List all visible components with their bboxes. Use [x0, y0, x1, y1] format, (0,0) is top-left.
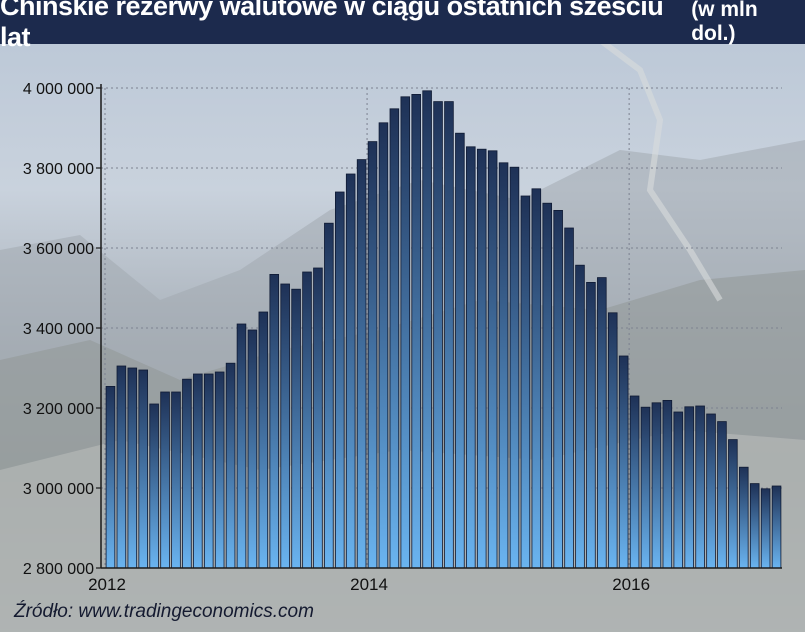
source-note: Źródło: www.tradingeconomics.com — [14, 601, 314, 622]
bar-12 — [236, 323, 247, 569]
bar-29 — [422, 90, 432, 569]
bar-38 — [520, 195, 531, 569]
bar-18 — [302, 271, 312, 569]
bar-46 — [607, 312, 618, 569]
bar-30 — [433, 101, 443, 569]
bar-14 — [258, 311, 269, 569]
bar-61 — [771, 485, 782, 569]
bar-5 — [160, 391, 170, 569]
bar-19 — [313, 267, 323, 569]
bar-21 — [334, 191, 345, 569]
bar-11 — [225, 362, 236, 569]
bar-31 — [444, 101, 454, 569]
bar-22 — [345, 173, 356, 569]
y-tick-label-5: 3 800 000 — [23, 161, 94, 178]
bar-40 — [542, 202, 553, 569]
y-tick-label-2: 3 200 000 — [23, 401, 94, 418]
bar-4 — [149, 403, 159, 569]
bars — [105, 90, 782, 569]
bar-52 — [673, 411, 684, 569]
y-tick-label-0: 2 800 000 — [23, 561, 94, 578]
bar-43 — [575, 264, 585, 569]
bar-54 — [695, 405, 705, 569]
bar-57 — [728, 439, 738, 569]
bar-51 — [662, 399, 673, 569]
y-tick-label-3: 3 400 000 — [23, 321, 94, 338]
bar-17 — [291, 288, 301, 569]
chart-title: Chińskie rezerwy walutowe w ciągu ostatn… — [0, 0, 664, 52]
bar-9 — [203, 373, 214, 569]
bar-59 — [749, 483, 760, 569]
bar-6 — [171, 391, 181, 569]
x-tick-label-1: 2014 — [350, 575, 388, 594]
bar-56 — [717, 421, 727, 569]
bar-60 — [760, 488, 771, 569]
bar-7 — [182, 378, 192, 569]
y-tick-label-4: 3 600 000 — [23, 241, 94, 258]
bar-1 — [116, 365, 127, 569]
x-tick-label-2: 2016 — [612, 575, 650, 594]
bar-55 — [706, 413, 716, 569]
bar-23 — [356, 159, 367, 569]
bar-37 — [509, 166, 520, 569]
bar-44 — [586, 281, 596, 569]
bar-58 — [739, 466, 749, 569]
bar-16 — [280, 283, 290, 569]
chart-unit: (w mln dol.) — [691, 0, 758, 45]
bar-34 — [476, 148, 487, 569]
bar-25 — [378, 122, 389, 569]
y-tick-label-6: 4 000 000 — [23, 81, 94, 98]
axes — [100, 84, 782, 569]
bar-45 — [597, 277, 607, 569]
x-tick-label-0: 2012 — [88, 575, 126, 594]
bar-42 — [564, 227, 574, 569]
bar-32 — [455, 132, 465, 569]
bar-36 — [498, 162, 509, 569]
bar-27 — [400, 96, 411, 569]
bar-8 — [193, 373, 203, 569]
bar-33 — [466, 146, 476, 569]
bar-26 — [389, 108, 400, 569]
bar-24 — [367, 141, 378, 569]
title-bar: Chińskie rezerwy walutowe w ciągu ostatn… — [0, 0, 805, 52]
bar-0 — [105, 385, 116, 569]
bar-53 — [684, 406, 694, 569]
bar-2 — [127, 367, 138, 569]
bar-13 — [247, 329, 258, 569]
bar-3 — [138, 369, 148, 569]
y-tick-label-1: 3 000 000 — [23, 481, 94, 498]
bar-41 — [553, 209, 563, 569]
bar-28 — [411, 94, 421, 569]
bar-15 — [269, 273, 280, 569]
bar-47 — [618, 355, 629, 569]
y-axis-labels: 2 800 000 3 000 000 3 200 000 3 400 000 3 60… — [23, 81, 101, 578]
bar-10 — [214, 371, 225, 569]
bar-50 — [651, 402, 662, 569]
bar-39 — [531, 188, 542, 569]
bar-49 — [640, 406, 651, 569]
bar-20 — [324, 222, 334, 569]
bar-35 — [487, 150, 498, 569]
x-axis-labels: 2012 2014 2016 — [88, 575, 650, 594]
bar-48 — [629, 395, 640, 569]
